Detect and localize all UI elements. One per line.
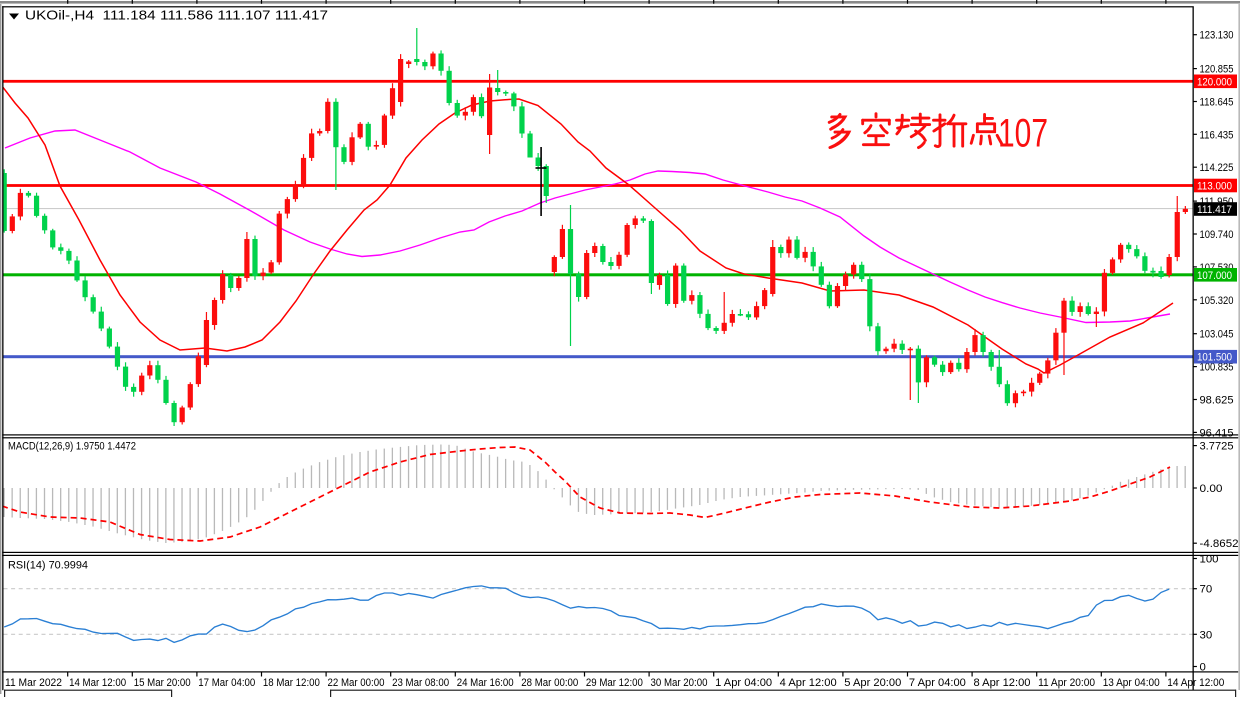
svg-text:11 Mar 2022: 11 Mar 2022 xyxy=(5,677,62,689)
svg-text:18 Mar 12:00: 18 Mar 12:00 xyxy=(263,677,320,689)
svg-text:120.000: 120.000 xyxy=(1197,76,1232,88)
svg-text:7 Apr 04:00: 7 Apr 04:00 xyxy=(909,677,966,689)
svg-text:109.740: 109.740 xyxy=(1200,229,1234,241)
svg-text:100.835: 100.835 xyxy=(1200,362,1234,374)
svg-text:107: 107 xyxy=(998,112,1048,156)
svg-text:5 Apr 20:00: 5 Apr 20:00 xyxy=(844,677,901,689)
svg-text:4 Apr 12:00: 4 Apr 12:00 xyxy=(780,677,837,689)
svg-text:103.045: 103.045 xyxy=(1200,329,1234,341)
svg-text:11 Apr 20:00: 11 Apr 20:00 xyxy=(1038,677,1095,689)
svg-text:96.415: 96.415 xyxy=(1200,427,1234,439)
svg-text:15 Mar 20:00: 15 Mar 20:00 xyxy=(134,677,191,689)
svg-text:70: 70 xyxy=(1200,584,1213,596)
svg-text:114.225: 114.225 xyxy=(1200,162,1234,174)
svg-text:14 Mar 12:00: 14 Mar 12:00 xyxy=(69,677,126,689)
svg-text:8 Apr 12:00: 8 Apr 12:00 xyxy=(974,677,1031,689)
svg-text:30 Mar 20:00: 30 Mar 20:00 xyxy=(651,677,708,689)
svg-text:14 Apr 12:00: 14 Apr 12:00 xyxy=(1167,677,1224,689)
svg-text:101.500: 101.500 xyxy=(1197,352,1232,364)
svg-text:107.000: 107.000 xyxy=(1197,270,1232,282)
svg-text:23 Mar 08:00: 23 Mar 08:00 xyxy=(392,677,449,689)
svg-text:0: 0 xyxy=(1200,662,1206,674)
svg-text:UKOil-,H4 111.184 111.586 111: UKOil-,H4 111.184 111.586 111.107 111.41… xyxy=(25,9,328,23)
svg-text:113.000: 113.000 xyxy=(1197,181,1232,193)
svg-text:-4.8652: -4.8652 xyxy=(1200,538,1239,550)
svg-text:29 Mar 12:00: 29 Mar 12:00 xyxy=(586,677,643,689)
svg-text:22 Mar 00:00: 22 Mar 00:00 xyxy=(328,677,385,689)
svg-text:1 Apr 04:00: 1 Apr 04:00 xyxy=(715,677,772,689)
svg-text:111.417: 111.417 xyxy=(1197,204,1232,216)
svg-text:17 Mar 04:00: 17 Mar 04:00 xyxy=(198,677,255,689)
svg-text:24 Mar 16:00: 24 Mar 16:00 xyxy=(457,677,514,689)
svg-text:123.130: 123.130 xyxy=(1200,30,1234,42)
svg-text:100: 100 xyxy=(1200,554,1219,566)
svg-text:13 Apr 04:00: 13 Apr 04:00 xyxy=(1103,677,1160,689)
svg-text:98.625: 98.625 xyxy=(1200,395,1234,407)
svg-text:105.320: 105.320 xyxy=(1200,295,1234,307)
svg-text:MACD(12,26,9) 1.9750 1.4472: MACD(12,26,9) 1.9750 1.4472 xyxy=(8,441,136,453)
svg-text:28 Mar 00:00: 28 Mar 00:00 xyxy=(521,677,578,689)
svg-text:30: 30 xyxy=(1200,629,1213,641)
svg-text:120.855: 120.855 xyxy=(1200,64,1234,76)
svg-text:116.435: 116.435 xyxy=(1200,129,1234,141)
svg-text:RSI(14) 70.9994: RSI(14) 70.9994 xyxy=(8,560,88,572)
svg-text:0.00: 0.00 xyxy=(1200,483,1223,495)
svg-text:118.645: 118.645 xyxy=(1200,97,1234,109)
svg-text:3.7725: 3.7725 xyxy=(1200,441,1234,453)
